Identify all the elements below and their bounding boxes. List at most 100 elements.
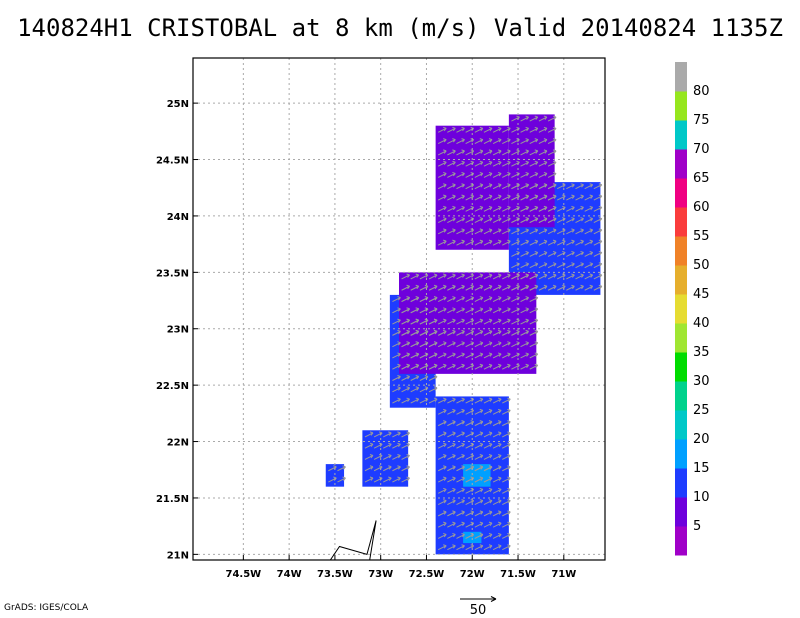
wind-vector-head: [443, 431, 447, 436]
wind-vector-head: [479, 205, 484, 211]
wind-vector: [492, 173, 502, 178]
wind-vector: [401, 455, 410, 460]
wind-vector: [483, 218, 493, 224]
wind-vector-head: [543, 194, 548, 199]
wind-vector: [437, 161, 447, 167]
wind-vector-head: [415, 352, 420, 357]
wind-vector-head: [397, 363, 401, 369]
wind-vector: [465, 500, 474, 506]
wind-vector-head: [589, 250, 594, 256]
wind-vector: [492, 127, 502, 133]
wind-vector-head: [580, 284, 584, 290]
wind-vector-head: [433, 318, 438, 323]
wind-vector-head: [479, 453, 484, 459]
wind-vector-head: [571, 273, 575, 278]
wind-vector: [483, 364, 493, 370]
wind-vector-head: [525, 115, 529, 120]
wind-vector-head: [406, 341, 410, 346]
wind-vector: [584, 195, 593, 201]
wind-vector-head: [516, 149, 520, 154]
wind-vector-head: [406, 465, 410, 470]
y-tick-label: 23N: [167, 325, 189, 336]
wind-vector-head: [452, 465, 456, 470]
wind-vector: [474, 218, 484, 224]
wind-vector-head: [461, 510, 465, 515]
wind-vector: [492, 409, 502, 415]
wind-vector: [447, 353, 456, 359]
wind-vector: [584, 263, 593, 269]
wind-vector: [419, 285, 429, 291]
wind-vector: [529, 195, 538, 201]
wind-vector-head: [488, 138, 493, 143]
wind-vector-head: [497, 476, 502, 481]
wind-vector: [483, 432, 493, 438]
wind-vector-head: [433, 307, 438, 312]
wind-vector: [538, 184, 548, 190]
wind-vector: [529, 364, 538, 370]
wind-vector-head: [452, 171, 456, 177]
wind-vector: [447, 488, 456, 494]
wind-vector: [465, 330, 474, 336]
wind-vector-head: [525, 205, 529, 211]
wind-vector-head: [479, 431, 484, 436]
wind-vector-head: [571, 217, 575, 222]
wind-vector: [502, 150, 511, 156]
wind-vector: [492, 511, 502, 517]
wind-vector-head: [497, 352, 502, 357]
wind-vector-head: [497, 171, 502, 177]
wind-vector-head: [497, 499, 502, 504]
wind-vector: [483, 500, 493, 506]
wind-vector: [392, 455, 401, 460]
wind-vector: [392, 308, 401, 314]
wind-vector-head: [497, 431, 502, 436]
wind-vector-head: [589, 217, 594, 222]
wind-vector: [538, 229, 548, 235]
wind-vector-head: [507, 307, 511, 312]
wind-vector-head: [369, 442, 374, 448]
wind-vector: [437, 218, 447, 224]
wind-vector: [437, 398, 447, 404]
wind-vector-head: [461, 465, 465, 470]
wind-vector-head: [470, 499, 475, 504]
wind-vector: [593, 285, 603, 291]
wind-vector-head: [507, 183, 511, 188]
wind-vector-head: [415, 296, 420, 301]
wind-vector-head: [479, 194, 484, 199]
wind-vector-head: [461, 126, 465, 132]
wind-vector: [556, 240, 566, 246]
wind-vector: [502, 173, 511, 178]
wind-vector-head: [443, 194, 447, 199]
wind-vector: [410, 353, 419, 359]
wind-vector: [474, 545, 484, 551]
wind-vector: [566, 274, 575, 280]
wind-vector-head: [534, 171, 539, 177]
wind-vector: [447, 364, 456, 370]
wind-vector: [447, 139, 456, 145]
wind-vector-head: [452, 284, 456, 290]
wind-vector: [520, 173, 529, 178]
wind-vector-head: [388, 442, 392, 448]
wind-vector: [529, 184, 538, 190]
wind-vector-head: [443, 442, 447, 448]
wind-vector-head: [543, 217, 548, 222]
wind-vector: [520, 353, 529, 359]
wind-vector-head: [580, 194, 584, 199]
wind-vector-head: [461, 442, 465, 448]
wind-vector-head: [443, 318, 447, 323]
wind-vector-head: [397, 397, 401, 402]
wind-vector: [456, 297, 465, 302]
wind-vector: [456, 274, 465, 280]
wind-vector: [401, 353, 410, 359]
wind-vector: [520, 139, 529, 145]
colorbar-swatch: [675, 265, 687, 295]
wind-vector: [410, 376, 419, 381]
wind-vector-head: [479, 487, 484, 493]
wind-vector-head: [452, 307, 456, 312]
wind-vector-head: [497, 420, 502, 425]
wind-vector-head: [552, 194, 557, 199]
wind-vector: [529, 297, 538, 302]
wind-vector-head: [497, 442, 502, 448]
wind-vector: [502, 511, 511, 517]
wind-vector: [428, 319, 438, 325]
wind-vector: [410, 330, 419, 336]
